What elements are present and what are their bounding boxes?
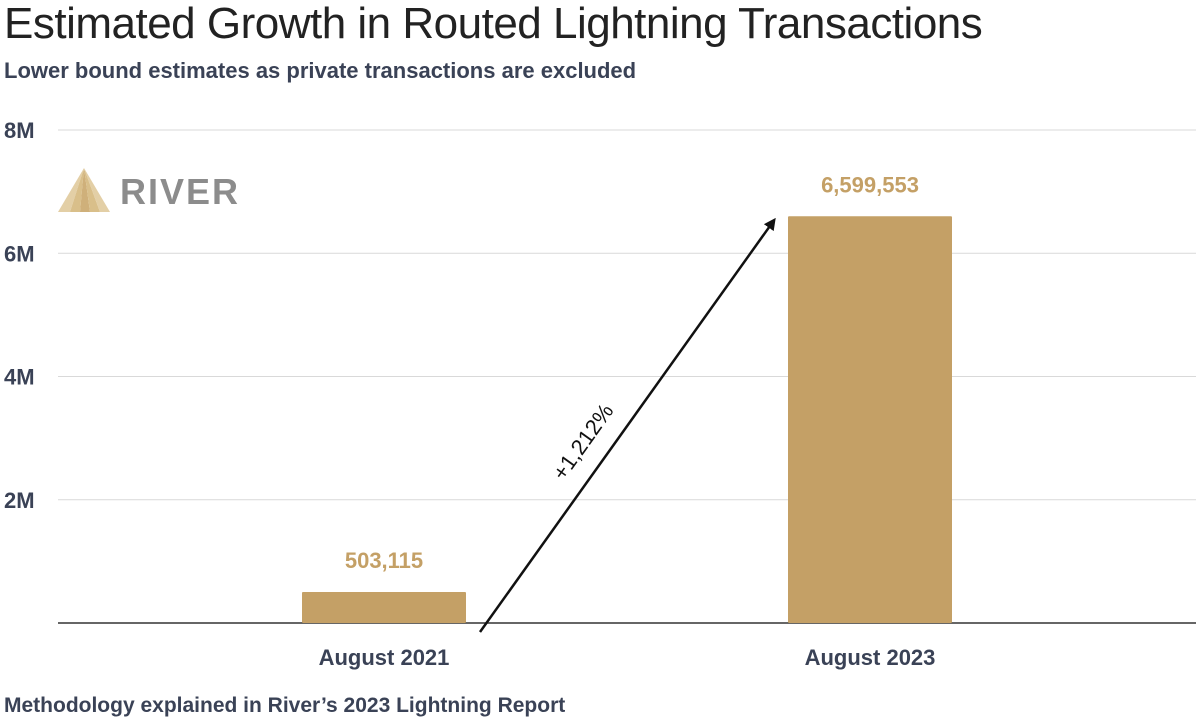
- river-logo-text: RIVER: [120, 171, 240, 212]
- y-tick-label: 4M: [4, 365, 35, 390]
- growth-arrow: [478, 217, 776, 633]
- bar-august-2023: [788, 216, 952, 623]
- river-logo: RIVER: [58, 168, 240, 212]
- gridlines: 2M 4M 6M 8M: [4, 118, 1196, 624]
- bar-value-label: 503,115: [345, 548, 423, 573]
- bar-chart: 2M 4M 6M 8M RIVER 503,115 August 2021 6,599,5…: [4, 118, 1196, 670]
- growth-percentage-label: +1,212%: [547, 399, 618, 485]
- river-peak-icon: [58, 168, 110, 212]
- bars: 503,115 August 2021 6,599,553 August 2023: [302, 172, 952, 670]
- chart-subtitle: Lower bound estimates as private transac…: [4, 58, 637, 83]
- x-category-label: August 2023: [805, 645, 936, 670]
- methodology-note: Methodology explained in River’s 2023 Li…: [4, 694, 566, 717]
- chart-title: Estimated Growth in Routed Lightning Tra…: [4, 0, 983, 48]
- growth-annotation: +1,212%: [478, 217, 776, 633]
- y-tick-label: 6M: [4, 241, 35, 266]
- bar-august-2021: [302, 591, 466, 623]
- bar-value-label: 6,599,553: [821, 172, 919, 197]
- x-category-label: August 2021: [319, 645, 450, 670]
- y-tick-label: 2M: [4, 488, 35, 513]
- y-tick-label: 8M: [4, 118, 35, 143]
